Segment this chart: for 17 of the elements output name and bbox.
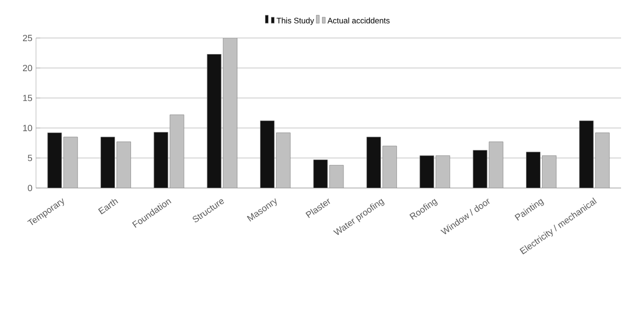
bar (366, 136, 381, 188)
bar (260, 120, 275, 188)
bar (206, 54, 222, 188)
y-tick-label: 15 (23, 94, 32, 102)
bar (579, 120, 594, 188)
bar (313, 160, 328, 188)
bar (420, 155, 434, 188)
bar (472, 150, 488, 188)
y-tick-label: 5 (28, 154, 32, 162)
bar (47, 132, 62, 188)
bar (100, 136, 115, 188)
bar (526, 152, 540, 188)
bar (154, 132, 168, 188)
y-tick-label: 20 (22, 64, 32, 72)
y-tick-label: 0 (28, 184, 32, 192)
y-tick-label: 25 (22, 34, 32, 42)
y-tick-label: 10 (23, 124, 32, 132)
